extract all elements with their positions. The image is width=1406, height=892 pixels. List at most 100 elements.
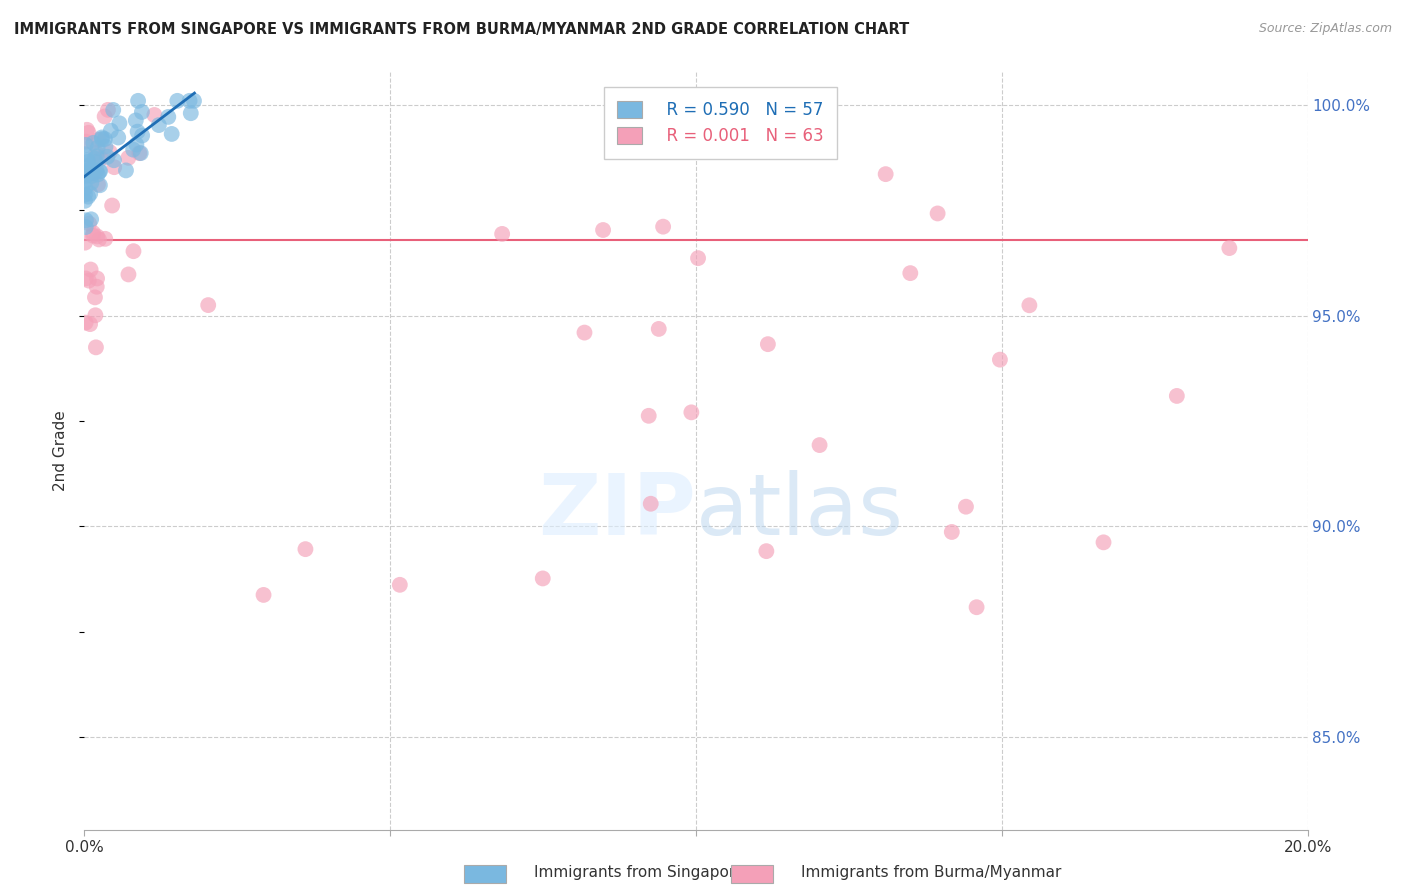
Immigrants from Singapore bbox=[131, 105, 153, 120]
Immigrants from Singapore bbox=[75, 220, 97, 235]
Immigrants from Singapore bbox=[89, 164, 111, 178]
Immigrants from Burma/Myanmar bbox=[77, 217, 100, 231]
Immigrants from Singapore bbox=[157, 110, 180, 124]
Immigrants from Singapore bbox=[94, 132, 117, 146]
Immigrants from Burma/Myanmar bbox=[93, 110, 115, 124]
Text: ZIP: ZIP bbox=[538, 469, 696, 553]
Immigrants from Singapore bbox=[148, 118, 170, 132]
Immigrants from Burma/Myanmar bbox=[77, 274, 100, 288]
Immigrants from Singapore bbox=[86, 149, 108, 163]
Immigrants from Singapore bbox=[73, 147, 96, 161]
Immigrants from Singapore bbox=[84, 155, 107, 169]
Immigrants from Burma/Myanmar bbox=[94, 232, 117, 246]
Immigrants from Burma/Myanmar bbox=[1218, 241, 1240, 255]
Immigrants from Singapore bbox=[86, 141, 108, 155]
Immigrants from Singapore bbox=[131, 128, 153, 143]
Immigrants from Singapore bbox=[90, 130, 112, 145]
Immigrants from Burma/Myanmar bbox=[755, 544, 778, 558]
Immigrants from Burma/Myanmar bbox=[1092, 535, 1115, 549]
Immigrants from Singapore bbox=[100, 124, 122, 138]
Immigrants from Burma/Myanmar bbox=[79, 317, 101, 331]
Immigrants from Singapore bbox=[80, 169, 103, 183]
Immigrants from Burma/Myanmar bbox=[73, 235, 96, 250]
Immigrants from Singapore bbox=[183, 94, 205, 108]
Immigrants from Burma/Myanmar bbox=[86, 271, 108, 285]
Text: Immigrants from Singapore: Immigrants from Singapore bbox=[534, 865, 745, 880]
Immigrants from Burma/Myanmar bbox=[86, 229, 108, 244]
Immigrants from Singapore bbox=[89, 164, 111, 178]
Immigrants from Singapore bbox=[76, 168, 98, 182]
Immigrants from Burma/Myanmar bbox=[84, 308, 107, 322]
Immigrants from Burma/Myanmar bbox=[294, 542, 316, 557]
Immigrants from Burma/Myanmar bbox=[955, 500, 977, 514]
Immigrants from Singapore bbox=[82, 166, 104, 180]
Immigrants from Burma/Myanmar bbox=[1166, 389, 1188, 403]
Immigrants from Singapore bbox=[122, 143, 145, 157]
Immigrants from Singapore bbox=[75, 169, 97, 183]
Text: Immigrants from Burma/Myanmar: Immigrants from Burma/Myanmar bbox=[801, 865, 1062, 880]
Immigrants from Singapore bbox=[91, 132, 114, 146]
Immigrants from Burma/Myanmar bbox=[898, 266, 921, 280]
Text: IMMIGRANTS FROM SINGAPORE VS IMMIGRANTS FROM BURMA/MYANMAR 2ND GRADE CORRELATION: IMMIGRANTS FROM SINGAPORE VS IMMIGRANTS … bbox=[14, 22, 910, 37]
Immigrants from Burma/Myanmar bbox=[77, 126, 100, 140]
Immigrants from Singapore bbox=[127, 94, 149, 108]
Immigrants from Singapore bbox=[83, 152, 105, 166]
Immigrants from Burma/Myanmar bbox=[82, 228, 104, 243]
Immigrants from Burma/Myanmar bbox=[117, 268, 139, 282]
Immigrants from Singapore bbox=[76, 153, 98, 167]
Immigrants from Singapore bbox=[77, 189, 100, 203]
Immigrants from Burma/Myanmar bbox=[197, 298, 219, 312]
Immigrants from Singapore bbox=[96, 150, 118, 164]
Immigrants from Singapore bbox=[127, 125, 149, 139]
Immigrants from Singapore bbox=[80, 212, 103, 227]
Immigrants from Burma/Myanmar bbox=[87, 133, 110, 147]
Immigrants from Singapore bbox=[180, 106, 202, 120]
Immigrants from Singapore bbox=[73, 194, 96, 208]
Immigrants from Burma/Myanmar bbox=[82, 167, 104, 181]
Immigrants from Singapore bbox=[125, 113, 148, 128]
Immigrants from Singapore bbox=[82, 136, 104, 150]
Immigrants from Burma/Myanmar bbox=[122, 244, 145, 259]
Immigrants from Burma/Myanmar bbox=[686, 251, 709, 265]
Immigrants from Singapore bbox=[108, 116, 131, 130]
Immigrants from Singapore bbox=[125, 137, 148, 152]
Immigrants from Burma/Myanmar bbox=[79, 262, 101, 277]
Immigrants from Singapore bbox=[179, 94, 201, 108]
Immigrants from Burma/Myanmar bbox=[82, 226, 104, 240]
Immigrants from Burma/Myanmar bbox=[491, 227, 513, 241]
Immigrants from Burma/Myanmar bbox=[84, 290, 107, 304]
Immigrants from Burma/Myanmar bbox=[117, 151, 139, 165]
Immigrants from Burma/Myanmar bbox=[574, 326, 596, 340]
Immigrants from Singapore bbox=[103, 103, 125, 117]
Immigrants from Singapore bbox=[73, 187, 96, 202]
Immigrants from Burma/Myanmar bbox=[87, 178, 110, 192]
Immigrants from Burma/Myanmar bbox=[90, 152, 112, 166]
Immigrants from Burma/Myanmar bbox=[87, 232, 110, 246]
Immigrants from Burma/Myanmar bbox=[86, 279, 108, 293]
Immigrants from Singapore bbox=[86, 163, 108, 178]
Immigrants from Singapore bbox=[166, 94, 188, 108]
Immigrants from Burma/Myanmar bbox=[75, 135, 97, 149]
Immigrants from Singapore bbox=[73, 175, 96, 189]
Legend:   R = 0.590   N = 57,   R = 0.001   N = 63: R = 0.590 N = 57, R = 0.001 N = 63 bbox=[605, 87, 837, 159]
Immigrants from Singapore bbox=[129, 146, 152, 161]
Y-axis label: 2nd Grade: 2nd Grade bbox=[53, 410, 69, 491]
Text: Source: ZipAtlas.com: Source: ZipAtlas.com bbox=[1258, 22, 1392, 36]
Immigrants from Singapore bbox=[89, 178, 111, 193]
Text: atlas: atlas bbox=[696, 469, 904, 553]
Immigrants from Burma/Myanmar bbox=[808, 438, 831, 452]
Immigrants from Burma/Myanmar bbox=[128, 146, 150, 161]
Immigrants from Burma/Myanmar bbox=[875, 167, 897, 181]
Immigrants from Burma/Myanmar bbox=[640, 497, 662, 511]
Immigrants from Burma/Myanmar bbox=[97, 103, 120, 117]
Immigrants from Singapore bbox=[115, 163, 138, 178]
Immigrants from Burma/Myanmar bbox=[756, 337, 779, 351]
Immigrants from Burma/Myanmar bbox=[966, 600, 988, 615]
Immigrants from Burma/Myanmar bbox=[927, 206, 949, 220]
Immigrants from Burma/Myanmar bbox=[101, 198, 124, 212]
Immigrants from Singapore bbox=[87, 168, 110, 182]
Immigrants from Singapore bbox=[79, 161, 101, 176]
Immigrants from Singapore bbox=[107, 130, 129, 145]
Immigrants from Burma/Myanmar bbox=[681, 405, 703, 419]
Immigrants from Singapore bbox=[79, 186, 101, 201]
